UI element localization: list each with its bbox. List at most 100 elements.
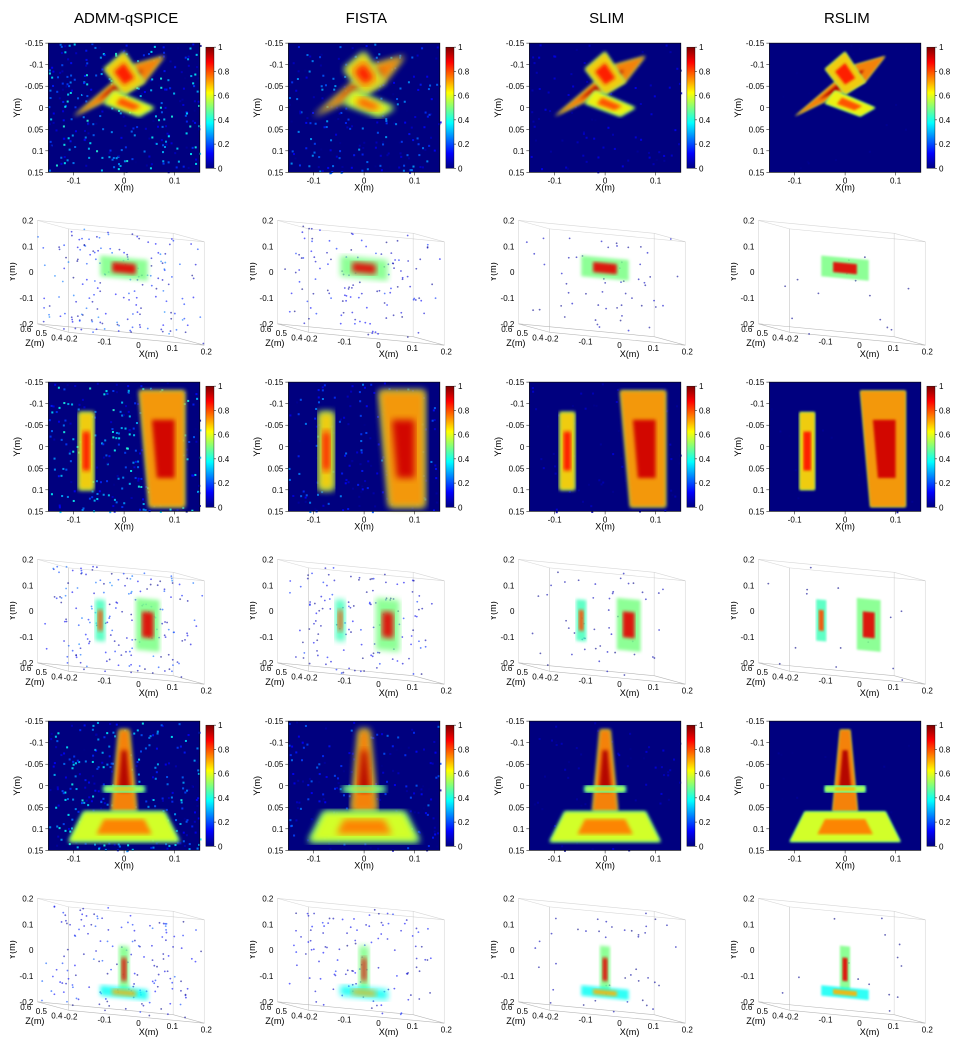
svg-text:0: 0 [39,104,44,113]
svg-text:0.6: 0.6 [458,431,470,440]
svg-text:-0.1: -0.1 [750,400,764,409]
svg-text:0.8: 0.8 [699,407,711,416]
svg-text:0.2: 0.2 [503,555,515,564]
svg-text:0.05: 0.05 [748,804,764,813]
svg-text:0.2: 0.2 [458,818,470,827]
heatmap-panel: -0.15-0.1-0.0500.050.10.15-0.100.1X(m)Y(… [10,370,242,532]
svg-text:0.2: 0.2 [699,140,711,149]
svg-text:0: 0 [750,607,755,616]
svg-text:0.4: 0.4 [51,333,63,342]
svg-text:-0.15: -0.15 [505,378,524,387]
svg-text:0.05: 0.05 [28,804,44,813]
svg-text:X(m): X(m) [835,183,855,193]
svg-text:0.1: 0.1 [503,581,515,590]
svg-text:0.8: 0.8 [218,746,230,755]
svg-text:1: 1 [939,382,944,391]
svg-text:0.6: 0.6 [741,664,753,673]
svg-text:0: 0 [269,268,274,277]
svg-text:0.1: 0.1 [890,176,902,185]
svg-text:0.4: 0.4 [532,1011,544,1020]
svg-text:0.1: 0.1 [647,344,659,353]
svg-text:-0.1: -0.1 [338,1015,352,1024]
svg-text:Z(m): Z(m) [506,338,525,348]
svg-text:X(m): X(m) [835,861,855,871]
svg-text:Y(m): Y(m) [12,437,22,457]
svg-text:-0.2: -0.2 [544,1012,558,1021]
svg-text:0.2: 0.2 [921,1025,933,1034]
svg-text:0.15: 0.15 [748,508,764,517]
svg-text:-0.1: -0.1 [260,972,274,981]
svg-text:0.8: 0.8 [458,407,470,416]
svg-text:0.05: 0.05 [748,464,764,473]
svg-text:0: 0 [519,782,524,791]
svg-text:0.1: 0.1 [262,920,274,929]
svg-text:-0.05: -0.05 [746,82,765,91]
svg-text:0.8: 0.8 [458,746,470,755]
svg-text:0.1: 0.1 [407,344,419,353]
svg-text:0.4: 0.4 [292,672,304,681]
svg-text:-0.2: -0.2 [784,673,798,682]
svg-text:Z(m): Z(m) [266,677,285,687]
svg-text:X(m): X(m) [859,688,879,698]
svg-text:0.1: 0.1 [407,1022,419,1031]
volume-panel: -0.2-0.100.10.2-0.2-0.100.10.20.40.50.6X… [731,879,963,1041]
svg-text:0.2: 0.2 [939,818,951,827]
svg-text:Y(m): Y(m) [493,776,503,796]
svg-text:0.6: 0.6 [699,92,711,101]
svg-text:-0.1: -0.1 [98,676,112,685]
svg-text:0.15: 0.15 [28,508,44,517]
volume-panel: -0.2-0.100.10.2-0.2-0.100.10.20.40.50.6X… [250,201,482,363]
heatmap-panel: -0.15-0.1-0.0500.050.10.15-0.100.1X(m)Y(… [491,31,723,193]
svg-text:0: 0 [939,843,944,852]
svg-text:0.4: 0.4 [218,455,230,464]
svg-text:0.2: 0.2 [218,818,230,827]
svg-text:X(m): X(m) [355,183,375,193]
svg-text:0.1: 0.1 [649,516,661,525]
svg-text:0.4: 0.4 [772,333,784,342]
svg-text:-0.1: -0.1 [29,400,43,409]
svg-text:0: 0 [750,268,755,277]
svg-text:Y(m): Y(m) [731,940,738,960]
svg-text:-0.1: -0.1 [547,855,561,864]
svg-text:0: 0 [29,607,34,616]
svg-text:0.1: 0.1 [167,683,179,692]
svg-text:0: 0 [39,443,44,452]
svg-text:0.4: 0.4 [939,455,951,464]
svg-text:0.1: 0.1 [22,242,34,251]
svg-text:-0.05: -0.05 [265,421,284,430]
svg-text:Y(m): Y(m) [10,601,17,621]
svg-text:0: 0 [269,607,274,616]
svg-text:Y(m): Y(m) [733,98,743,118]
svg-text:0.1: 0.1 [272,147,284,156]
svg-text:0.1: 0.1 [32,486,44,495]
heatmap-panel: -0.15-0.1-0.0500.050.10.15-0.100.1X(m)Y(… [10,31,242,193]
svg-text:0: 0 [269,946,274,955]
svg-text:0.1: 0.1 [262,581,274,590]
svg-text:0.4: 0.4 [532,672,544,681]
svg-text:Y(m): Y(m) [252,437,262,457]
svg-text:0.1: 0.1 [272,825,284,834]
svg-text:0.4: 0.4 [458,116,470,125]
svg-text:0.1: 0.1 [22,581,34,590]
svg-text:X(m): X(m) [835,522,855,532]
svg-text:X(m): X(m) [139,1027,159,1037]
svg-text:-0.05: -0.05 [265,760,284,769]
svg-text:0.8: 0.8 [699,746,711,755]
volume-panel: -0.2-0.100.10.2-0.2-0.100.10.20.40.50.6X… [10,201,242,363]
svg-text:0.1: 0.1 [743,581,755,590]
svg-text:0: 0 [750,946,755,955]
svg-text:0.4: 0.4 [51,1011,63,1020]
svg-text:0.2: 0.2 [218,140,230,149]
svg-text:-0.1: -0.1 [20,633,34,642]
svg-text:0: 0 [279,104,284,113]
svg-text:X(m): X(m) [595,522,615,532]
svg-text:X(m): X(m) [619,688,639,698]
svg-text:-0.15: -0.15 [505,717,524,726]
svg-text:0.1: 0.1 [647,1022,659,1031]
svg-text:1: 1 [218,382,223,391]
svg-text:X(m): X(m) [595,183,615,193]
svg-text:Y(m): Y(m) [733,776,743,796]
svg-text:0.2: 0.2 [743,216,755,225]
svg-text:-0.1: -0.1 [578,337,592,346]
column-header: FISTA [250,10,482,31]
